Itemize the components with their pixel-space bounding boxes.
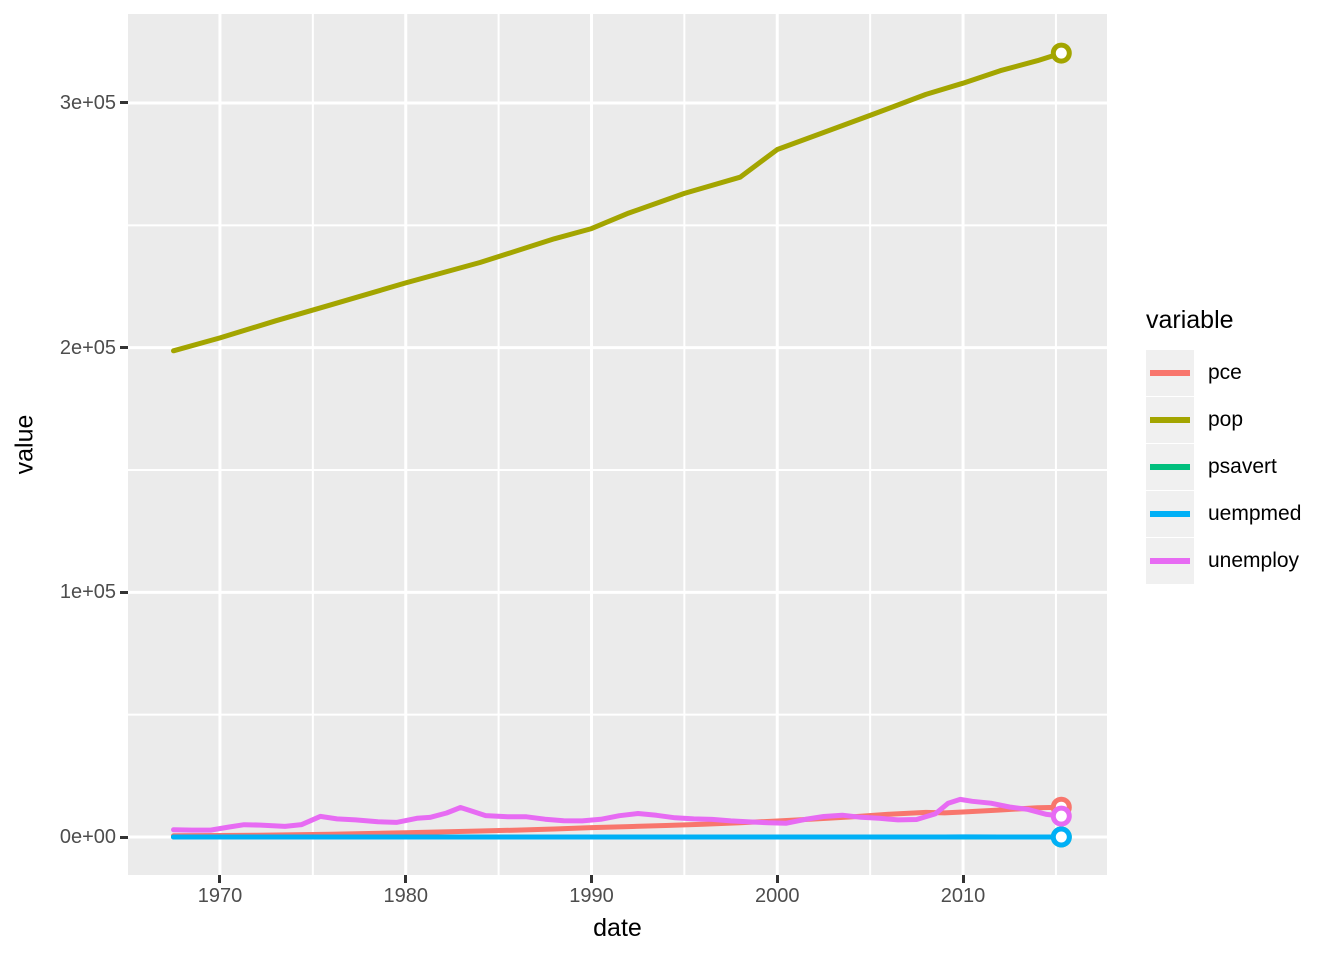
panel-background [128,14,1107,875]
y-tick-label-1e+05: 1e+05 [59,581,116,604]
series-endpoint-unemploy [1050,805,1072,827]
legend-item-pce: pce [1146,350,1301,396]
legend-key-line-icon [1150,370,1190,376]
y-tick-mark [120,101,128,105]
x-tick-label-2010: 2010 [940,885,986,907]
series-line-pop [171,50,1064,354]
x-tick-mark [589,875,593,883]
legend-key-line-icon [1150,558,1190,564]
legend-label-pop: pop [1208,408,1244,431]
legend: variable pce pop psavert uempmed unemploy [1146,306,1301,585]
legend-key-uempmed [1146,491,1194,537]
y-axis-title-box: value [2,14,48,875]
legend-title: variable [1146,306,1234,334]
y-tick-mark [120,590,128,594]
series-line-unemploy [171,796,1064,833]
x-tick-mark [775,875,779,883]
legend-label-pce: pce [1208,361,1242,384]
x-tick-mark [218,875,222,883]
plot-canvas [128,14,1107,875]
x-tick-label-1970: 1970 [197,885,243,907]
legend-item-uempmed: uempmed [1146,491,1301,537]
y-tick-mark [120,835,128,839]
y-tick-label-3e+05: 3e+05 [59,91,116,114]
legend-key-pce [1146,350,1194,396]
series-line-pce [171,804,1064,839]
series-endpoint-uempmed [1050,826,1072,848]
y-tick-label-0e+00: 0e+00 [59,826,116,848]
legend-item-psavert: psavert [1146,444,1301,490]
legend-key-line-icon [1150,464,1190,470]
x-tick-label-1980: 1980 [383,885,428,907]
x-tick-mark [404,875,408,883]
plot-panel [128,14,1107,875]
x-tick-label-2000: 2000 [755,885,800,907]
legend-key-unemploy [1146,538,1194,584]
y-tick-mark [120,346,128,350]
y-tick-label-2e+05: 2e+05 [59,336,116,359]
legend-label-unemploy: unemploy [1208,549,1300,572]
y-axis-title: value [10,414,39,475]
legend-item-unemploy: unemploy [1146,538,1301,584]
legend-items: pce pop psavert uempmed unemploy [1146,350,1301,584]
legend-key-pop [1146,397,1194,443]
x-tick-label-1990: 1990 [569,885,614,907]
x-tick-mark [961,875,965,883]
legend-key-line-icon [1150,511,1190,517]
x-axis-title: date [593,914,642,942]
legend-key-psavert [1146,444,1194,490]
legend-key-line-icon [1150,417,1190,423]
legend-item-pop: pop [1146,397,1301,443]
legend-label-psavert: psavert [1208,455,1277,478]
legend-label-uempmed: uempmed [1208,502,1302,525]
series-endpoint-pop [1050,42,1072,64]
